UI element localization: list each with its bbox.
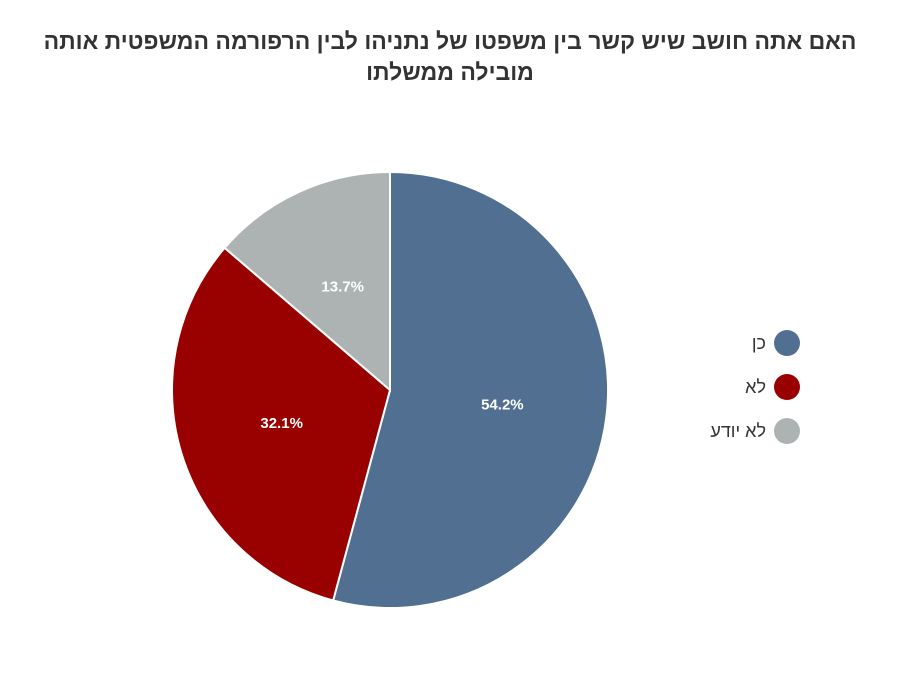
- legend-swatch-yes: [774, 330, 800, 356]
- legend-swatch-dont-know: [774, 418, 800, 444]
- pie-slice-yes[interactable]: [331, 170, 610, 609]
- pie-slices: [171, 170, 610, 609]
- legend-item-no[interactable]: לא: [690, 374, 800, 400]
- legend-label-dont-know: לא יודע: [710, 420, 766, 441]
- legend-label-yes: כן: [751, 332, 766, 353]
- pie-label-yes: 54.2%: [481, 396, 524, 413]
- pie-label-no: 32.1%: [260, 415, 303, 432]
- legend-item-yes[interactable]: כן: [690, 330, 800, 356]
- pie-value-labels: 54.2% 32.1% 13.7%: [260, 278, 523, 431]
- legend-swatch-no: [774, 374, 800, 400]
- legend-label-no: לא: [745, 376, 766, 397]
- legend-item-dont-know[interactable]: לא יודע: [690, 418, 800, 444]
- chart-title: האם אתה חושב שיש קשר בין משפטו של נתניהו…: [43, 28, 857, 85]
- pie-slice-no[interactable]: [171, 246, 392, 602]
- pie-slice-dont-know[interactable]: [223, 170, 391, 393]
- legend: כן לא לא יודע: [690, 330, 800, 462]
- pie-label-dont-know: 13.7%: [321, 278, 364, 295]
